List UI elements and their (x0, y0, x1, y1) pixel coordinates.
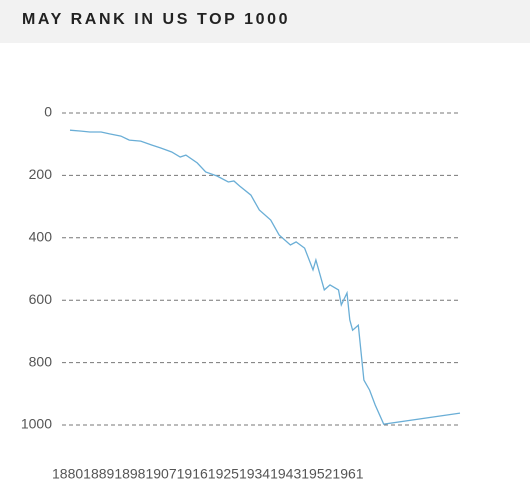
x-tick-label: 1961 (332, 466, 363, 482)
y-tick-label: 1000 (21, 416, 52, 432)
y-tick-label: 400 (29, 229, 53, 245)
y-tick-label: 800 (29, 353, 53, 369)
header: MAY RANK IN US TOP 1000 (0, 0, 530, 43)
x-tick-label: 1898 (114, 466, 145, 482)
x-tick-label: 1880 (52, 466, 83, 482)
y-tick-label: 200 (29, 166, 53, 182)
x-tick-label: 1952 (301, 466, 332, 482)
x-tick-label: 1943 (270, 466, 301, 482)
x-tick-label: 1889 (83, 466, 114, 482)
line (69, 129, 461, 425)
x-tick-label: 1916 (177, 466, 208, 482)
x-tick-label: 1907 (145, 466, 176, 482)
chart-title: MAY RANK IN US TOP 1000 (22, 11, 291, 28)
chart: 0 200 400 600 800 1000 1880 1889 1898 1907 1916 192… (21, 104, 461, 482)
y-tick-label: 600 (29, 291, 53, 307)
y-tick-label: 0 (44, 104, 52, 120)
x-tick-label: 1934 (239, 466, 270, 482)
x-tick-label: 1925 (208, 466, 239, 482)
